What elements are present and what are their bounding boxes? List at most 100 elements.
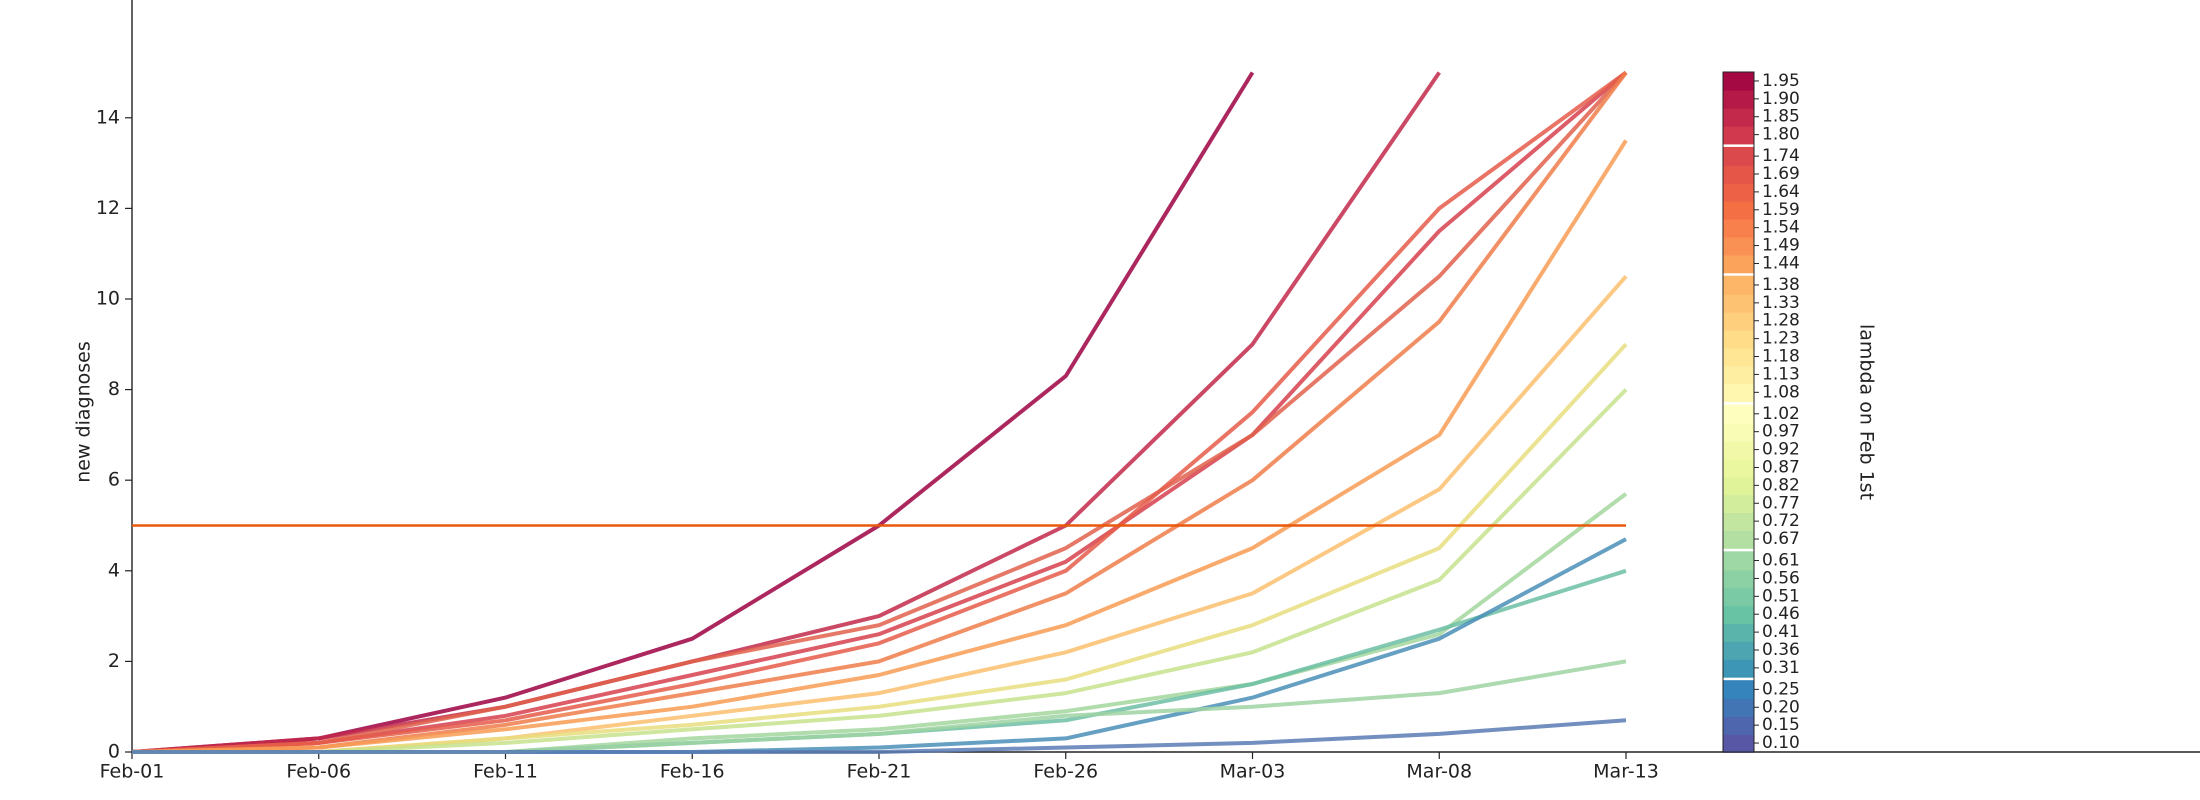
colorbar-tick-label: 0.15: [1762, 715, 1800, 735]
x-tick-label: Feb-26: [1033, 761, 1098, 783]
colorbar-tick-label: 0.77: [1762, 493, 1800, 513]
colorbar-segment: [1723, 658, 1754, 678]
colorbar-segment: [1723, 329, 1754, 349]
x-tick-label: Mar-08: [1406, 761, 1472, 783]
series-line: [132, 388, 1628, 754]
colorbar-segment: [1723, 605, 1754, 624]
x-tick-label: Feb-16: [660, 761, 725, 783]
colorbar-tick-label: 1.44: [1762, 253, 1800, 273]
colorbar-tick-label: 1.69: [1762, 164, 1800, 184]
colorbar-tick-label: 1.85: [1762, 107, 1800, 127]
colorbar-tick-label: 0.20: [1762, 697, 1800, 717]
y-tick-label: 12: [96, 197, 120, 219]
colorbar-tick-label: 1.74: [1762, 146, 1800, 166]
colorbar-segment: [1723, 275, 1754, 295]
colorbar-tick-label: 1.80: [1762, 125, 1800, 145]
colorbar-tick-label: 0.36: [1762, 640, 1800, 660]
colorbar-segment: [1723, 200, 1754, 220]
colorbar-tick-label: 0.46: [1762, 604, 1800, 624]
colorbar-segment: [1723, 365, 1754, 385]
colorbar-tick-label: 1.02: [1762, 404, 1800, 424]
colorbar-tick-label: 0.31: [1762, 658, 1800, 678]
colorbar-segment: [1723, 569, 1754, 589]
y-tick-label: 14: [96, 106, 120, 128]
colorbar-tick-label: 0.41: [1762, 622, 1800, 642]
colorbar-tick-label: 1.64: [1762, 182, 1800, 202]
colorbar-segment: [1723, 529, 1754, 549]
colorbar-segment: [1723, 440, 1754, 460]
series-line: [131, 70, 1628, 754]
colorbar-tick-label: 1.38: [1762, 275, 1800, 295]
y-tick-label: 2: [108, 650, 120, 672]
colorbar-segment: [1723, 587, 1754, 607]
colorbar-tick-label: 0.10: [1762, 733, 1800, 753]
colorbar-segment: [1723, 236, 1754, 256]
colorbar-segment: [1723, 680, 1754, 700]
colorbar-tick-label: 1.90: [1762, 89, 1800, 109]
colorbar-tick-label: 0.72: [1762, 511, 1800, 531]
colorbar-tick-label: 1.33: [1762, 293, 1800, 313]
series-line: [132, 274, 1628, 754]
colorbar-tick-label: 1.49: [1762, 236, 1800, 256]
colorbar-tick-label: 0.67: [1762, 529, 1800, 549]
x-tick-label: Mar-03: [1220, 761, 1286, 783]
colorbar-label: lambda on Feb 1st: [1856, 324, 1878, 500]
colorbar-segment: [1723, 458, 1754, 478]
colorbar-segment: [1723, 383, 1754, 403]
colorbar-tick-label: 1.18: [1762, 347, 1800, 367]
colorbar-tick-label: 1.23: [1762, 329, 1800, 349]
colorbar-tick-label: 1.54: [1762, 218, 1800, 238]
x-tick-label: Feb-06: [286, 761, 351, 783]
y-tick-label: 8: [108, 378, 120, 400]
colorbar-segment: [1723, 107, 1754, 127]
colorbar-tick-label: 0.97: [1762, 422, 1800, 442]
colorbar-segment: [1723, 146, 1754, 166]
colorbar-segment: [1723, 551, 1754, 571]
colorbar-segment: [1723, 125, 1754, 145]
colorbar-frame: [1722, 71, 1755, 753]
y-tick-label: 4: [108, 559, 120, 581]
colorbar-segment: [1723, 422, 1754, 442]
series-line: [132, 492, 1628, 754]
colorbar-segment: [1723, 511, 1754, 531]
colorbar-segment: [1723, 71, 1754, 91]
colorbar-segment: [1723, 715, 1754, 735]
colorbar-tick-label: 0.92: [1762, 440, 1800, 460]
colorbar-segment: [1723, 404, 1754, 424]
x-tick-label: Feb-21: [847, 761, 912, 783]
series-line: [131, 139, 1628, 754]
colorbar-tick-label: 0.61: [1762, 551, 1800, 571]
colorbar-segment: [1723, 164, 1754, 184]
colorbar-segment: [1723, 476, 1754, 496]
colorbar-segment: [1723, 733, 1754, 753]
colorbar-segment: [1723, 218, 1754, 238]
colorbar-tick-label: 1.08: [1762, 382, 1800, 402]
colorbar-segment: [1723, 698, 1754, 718]
x-tick-label: Feb-01: [100, 761, 165, 783]
colorbar-tick-label: 0.56: [1762, 568, 1800, 588]
y-axis-label: new diagnoses: [73, 341, 95, 483]
series-line: [131, 71, 1628, 754]
colorbar-segment: [1723, 347, 1754, 367]
series-line: [132, 342, 1628, 754]
colorbar-tick-label: 0.25: [1762, 679, 1800, 699]
colorbar-segment: [1723, 311, 1754, 331]
colorbar-tick-label: 0.82: [1762, 475, 1800, 495]
colorbar-segment: [1723, 89, 1754, 109]
colorbar-tick-label: 0.87: [1762, 457, 1800, 477]
colorbar-segment: [1723, 640, 1754, 660]
y-tick-label: 0: [108, 741, 120, 763]
colorbar-segment: [1723, 494, 1754, 514]
y-tick-label: 6: [108, 469, 120, 491]
y-tick-label: 10: [96, 287, 120, 309]
colorbar-segment: [1723, 254, 1754, 274]
series-line: [132, 718, 1627, 754]
colorbar-segment: [1723, 293, 1754, 313]
colorbar-tick-label: 1.95: [1762, 71, 1800, 91]
series-line: [131, 71, 1255, 754]
colorbar-tick-label: 1.13: [1762, 364, 1800, 384]
x-tick-label: Feb-11: [473, 761, 538, 783]
colorbar-tick-label: 1.59: [1762, 200, 1800, 220]
